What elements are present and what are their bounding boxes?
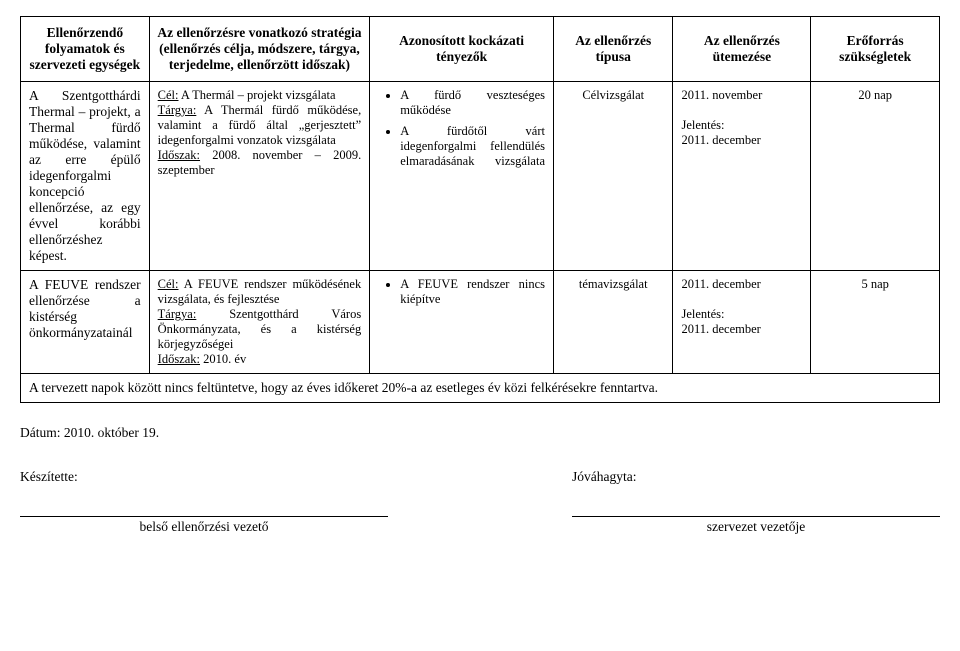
cell-type: Célvizsgálat bbox=[554, 82, 673, 271]
approved-role: szervezet vezetője bbox=[572, 519, 940, 535]
cell-resource: 5 nap bbox=[811, 271, 940, 374]
header-schedule: Az ellenőrzés ütemezése bbox=[673, 17, 811, 82]
date-line: Dátum: 2010. október 19. bbox=[20, 425, 940, 441]
footnote-text: A tervezett napok között nincs feltüntet… bbox=[29, 380, 931, 396]
cell-schedule: 2011. december Jelentés: 2011. december bbox=[673, 271, 811, 374]
risk-item: A FEUVE rendszer nincs kiépítve bbox=[400, 277, 545, 307]
label-targya: Tárgya: bbox=[158, 103, 197, 117]
prepared-role: belső ellenőrzési vezető bbox=[20, 519, 388, 535]
cell-strategy: Cél: A FEUVE rendszer működésének vizsgá… bbox=[149, 271, 370, 374]
approved-block: Jóváhagyta: szervezet vezetője bbox=[572, 469, 940, 535]
label-idoszak: Időszak: bbox=[158, 352, 200, 366]
footnote-row: A tervezett napok között nincs feltüntet… bbox=[21, 374, 940, 403]
label-cel: Cél: bbox=[158, 88, 179, 102]
text-idoszak: 2010. év bbox=[200, 352, 246, 366]
table-row: A FEUVE rendszer ellenőrzése a kistérség… bbox=[21, 271, 940, 374]
header-strategy: Az ellenőrzésre vonatkozó stratégia (ell… bbox=[149, 17, 370, 82]
label-cel: Cél: bbox=[158, 277, 179, 291]
cell-schedule: 2011. november Jelentés: 2011. december bbox=[673, 82, 811, 271]
table-row: A Szentgotthárdi Thermal – projekt, a Th… bbox=[21, 82, 940, 271]
approved-label: Jóváhagyta: bbox=[572, 469, 940, 485]
schedule-report-label: Jelentés: bbox=[681, 118, 802, 133]
schedule-report-date: 2011. december bbox=[681, 322, 802, 337]
prepared-label: Készítette: bbox=[20, 469, 388, 485]
label-targya: Tárgya: bbox=[158, 307, 197, 321]
schedule-report-label: Jelentés: bbox=[681, 307, 802, 322]
cell-process: A Szentgotthárdi Thermal – projekt, a Th… bbox=[21, 82, 150, 271]
footnote-cell: A tervezett napok között nincs feltüntet… bbox=[21, 374, 940, 403]
text-cel: A Thermál – projekt vizsgálata bbox=[179, 88, 336, 102]
cell-process: A FEUVE rendszer ellenőrzése a kistérség… bbox=[21, 271, 150, 374]
signature-row: Készítette: belső ellenőrzési vezető Jóv… bbox=[20, 469, 940, 535]
header-resource: Erőforrás szükségletek bbox=[811, 17, 940, 82]
risk-item: A fürdőtől várt idegenforgalmi fellendül… bbox=[400, 124, 545, 169]
text-cel: A FEUVE rendszer működésének vizsgálata,… bbox=[158, 277, 362, 306]
header-process: Ellenőrzendő folyamatok és szervezeti eg… bbox=[21, 17, 150, 82]
signature-line bbox=[20, 497, 388, 517]
prepared-block: Készítette: belső ellenőrzési vezető bbox=[20, 469, 388, 535]
schedule-date: 2011. december bbox=[681, 277, 802, 292]
cell-resource: 20 nap bbox=[811, 82, 940, 271]
cell-strategy: Cél: A Thermál – projekt vizsgálata Tárg… bbox=[149, 82, 370, 271]
label-idoszak: Időszak: bbox=[158, 148, 200, 162]
risk-item: A fürdő veszteséges működése bbox=[400, 88, 545, 118]
audit-plan-table: Ellenőrzendő folyamatok és szervezeti eg… bbox=[20, 16, 940, 403]
cell-risks: A FEUVE rendszer nincs kiépítve bbox=[370, 271, 554, 374]
header-type: Az ellenőrzés típusa bbox=[554, 17, 673, 82]
cell-risks: A fürdő veszteséges működése A fürdőtől … bbox=[370, 82, 554, 271]
header-row: Ellenőrzendő folyamatok és szervezeti eg… bbox=[21, 17, 940, 82]
schedule-report-date: 2011. december bbox=[681, 133, 802, 148]
cell-type: témavizsgálat bbox=[554, 271, 673, 374]
header-risks: Azonosított kockázati tényezők bbox=[370, 17, 554, 82]
schedule-date: 2011. november bbox=[681, 88, 802, 103]
signature-line bbox=[572, 497, 940, 517]
